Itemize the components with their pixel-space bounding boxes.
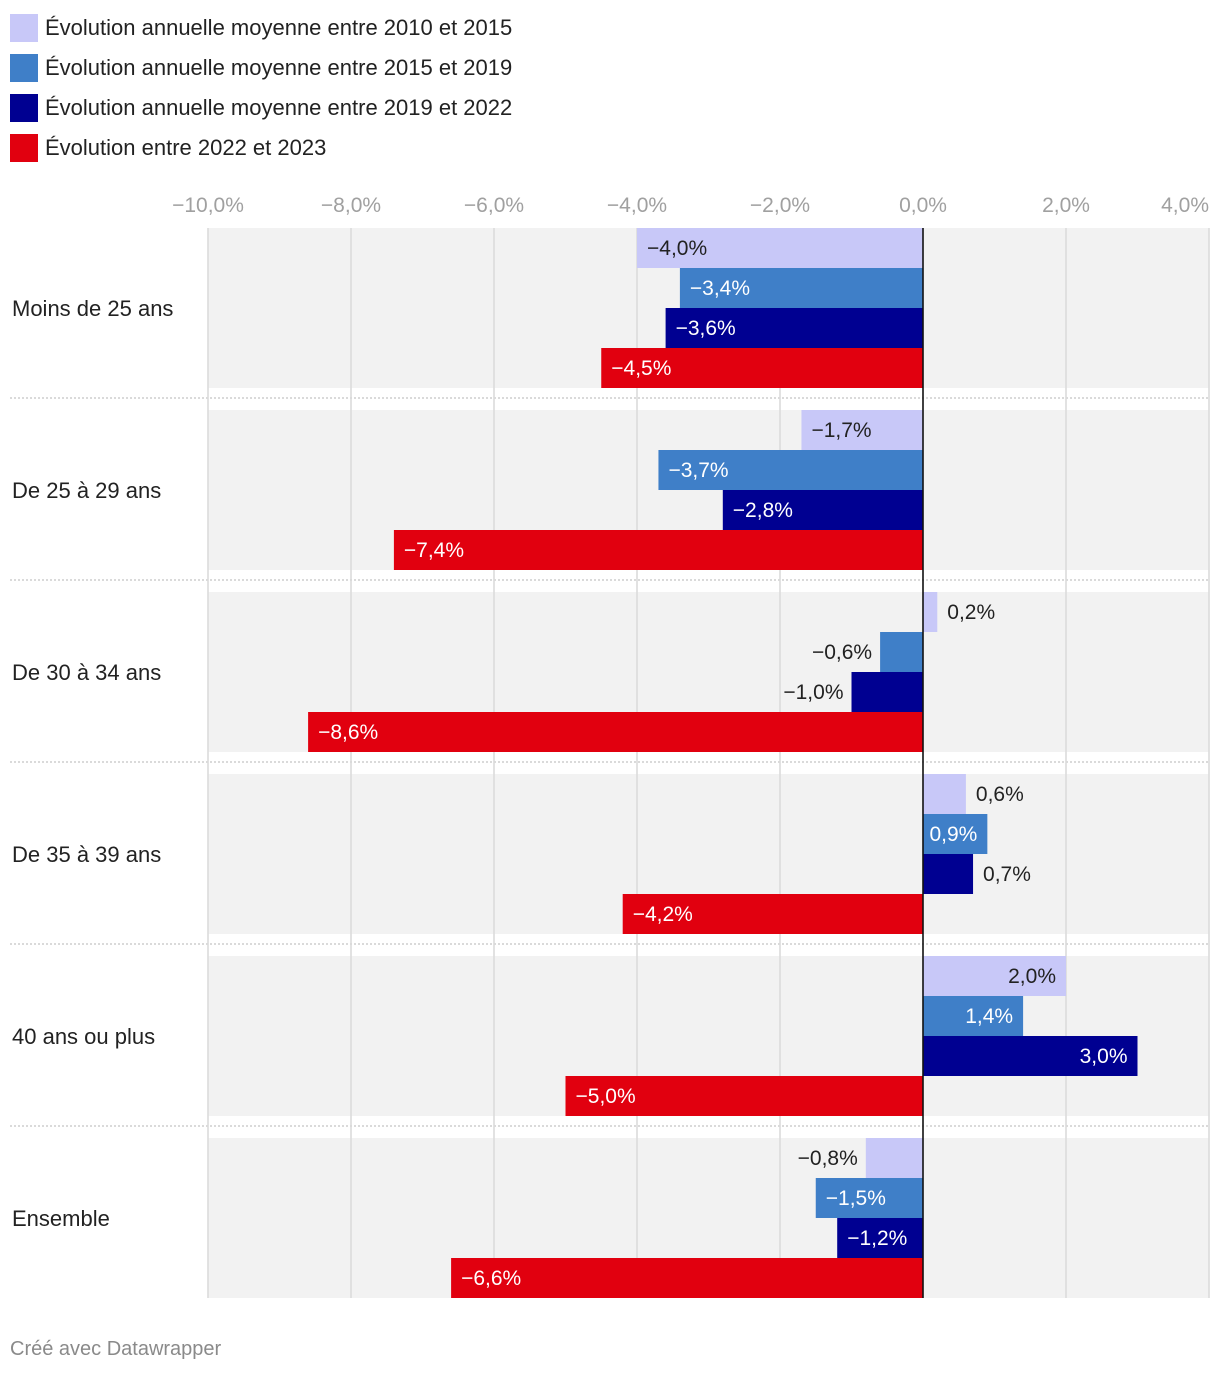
data-label: −8,6% — [318, 721, 378, 744]
legend-swatch-2015-2019 — [10, 54, 38, 82]
legend-item-2015-2019: Évolution annuelle moyenne entre 2015 et… — [10, 48, 512, 88]
data-label: −3,4% — [690, 277, 750, 300]
category-label: De 30 à 34 ans — [12, 660, 161, 685]
x-axis-tick-label: −10,0% — [172, 194, 244, 217]
data-label: −4,2% — [633, 903, 693, 926]
bar — [665, 308, 923, 348]
bar — [923, 814, 988, 854]
x-axis-tick-label: 4,0% — [1161, 194, 1209, 217]
footer-credit: Créé avec Datawrapper — [10, 1338, 222, 1360]
legend-label-2015-2019: Évolution annuelle moyenne entre 2015 et… — [45, 55, 513, 80]
legend: Évolution annuelle moyenne entre 2010 et… — [10, 8, 512, 168]
data-label: −3,6% — [676, 317, 736, 340]
legend-item-2010-2015: Évolution annuelle moyenne entre 2010 et… — [10, 8, 512, 48]
bar — [393, 530, 923, 570]
bar — [815, 1178, 923, 1218]
bar — [923, 956, 1066, 996]
data-label: −4,0% — [647, 237, 707, 260]
bar — [637, 228, 923, 268]
x-axis-tick-label: −2,0% — [750, 194, 810, 217]
data-label: −4,5% — [611, 357, 671, 380]
data-label: −0,8% — [798, 1147, 858, 1170]
category-label: Moins de 25 ans — [12, 296, 173, 321]
data-label: 0,7% — [983, 863, 1031, 886]
legend-label-2019-2022: Évolution annuelle moyenne entre 2019 et… — [45, 95, 513, 120]
bar — [865, 1138, 923, 1178]
bar — [451, 1258, 923, 1298]
bar — [923, 854, 974, 894]
data-label: −1,0% — [783, 681, 843, 704]
legend-label-2010-2015: Évolution annuelle moyenne entre 2010 et… — [45, 15, 513, 40]
bar — [565, 1076, 923, 1116]
data-label: 0,2% — [947, 601, 995, 624]
x-axis-tick-label: 0,0% — [899, 194, 947, 217]
bar — [601, 348, 923, 388]
category-label: De 35 à 39 ans — [12, 842, 161, 867]
data-label: −0,6% — [812, 641, 872, 664]
bar — [679, 268, 923, 308]
bar — [658, 450, 923, 490]
bar — [801, 410, 923, 450]
data-label: −5,0% — [576, 1085, 636, 1108]
legend-item-2019-2022: Évolution annuelle moyenne entre 2019 et… — [10, 88, 512, 128]
data-label: 0,9% — [929, 823, 977, 846]
bar — [923, 774, 966, 814]
data-label: −1,5% — [826, 1187, 886, 1210]
bar — [837, 1218, 923, 1258]
data-label: 3,0% — [1080, 1045, 1128, 1068]
data-label: 2,0% — [1008, 965, 1056, 988]
data-label: −6,6% — [461, 1267, 521, 1290]
category-label: De 25 à 29 ans — [12, 478, 161, 503]
bar — [923, 996, 1024, 1036]
data-label: −7,4% — [404, 539, 464, 562]
x-axis-tick-label: −8,0% — [321, 194, 381, 217]
x-axis-tick-label: −4,0% — [607, 194, 667, 217]
bar — [722, 490, 923, 530]
data-label: −1,2% — [847, 1227, 907, 1250]
bar — [923, 592, 938, 632]
data-label: 0,6% — [976, 783, 1024, 806]
category-label: Ensemble — [12, 1206, 110, 1231]
data-label: −1,7% — [811, 419, 871, 442]
bar — [851, 672, 923, 712]
legend-swatch-2019-2022 — [10, 94, 38, 122]
legend-item-2022-2023: Évolution entre 2022 et 2023 — [10, 128, 512, 168]
x-axis-tick-label: −6,0% — [464, 194, 524, 217]
legend-swatch-2022-2023 — [10, 134, 38, 162]
bar — [923, 1036, 1138, 1076]
data-label: 1,4% — [965, 1005, 1013, 1028]
category-label: 40 ans ou plus — [12, 1024, 155, 1049]
bar — [622, 894, 923, 934]
bar — [308, 712, 924, 752]
x-axis-tick-label: 2,0% — [1042, 194, 1090, 217]
legend-swatch-2010-2015 — [10, 14, 38, 42]
data-label: −3,7% — [668, 459, 728, 482]
legend-label-2022-2023: Évolution entre 2022 et 2023 — [45, 135, 327, 160]
data-label: −2,8% — [733, 499, 793, 522]
bar — [880, 632, 923, 672]
